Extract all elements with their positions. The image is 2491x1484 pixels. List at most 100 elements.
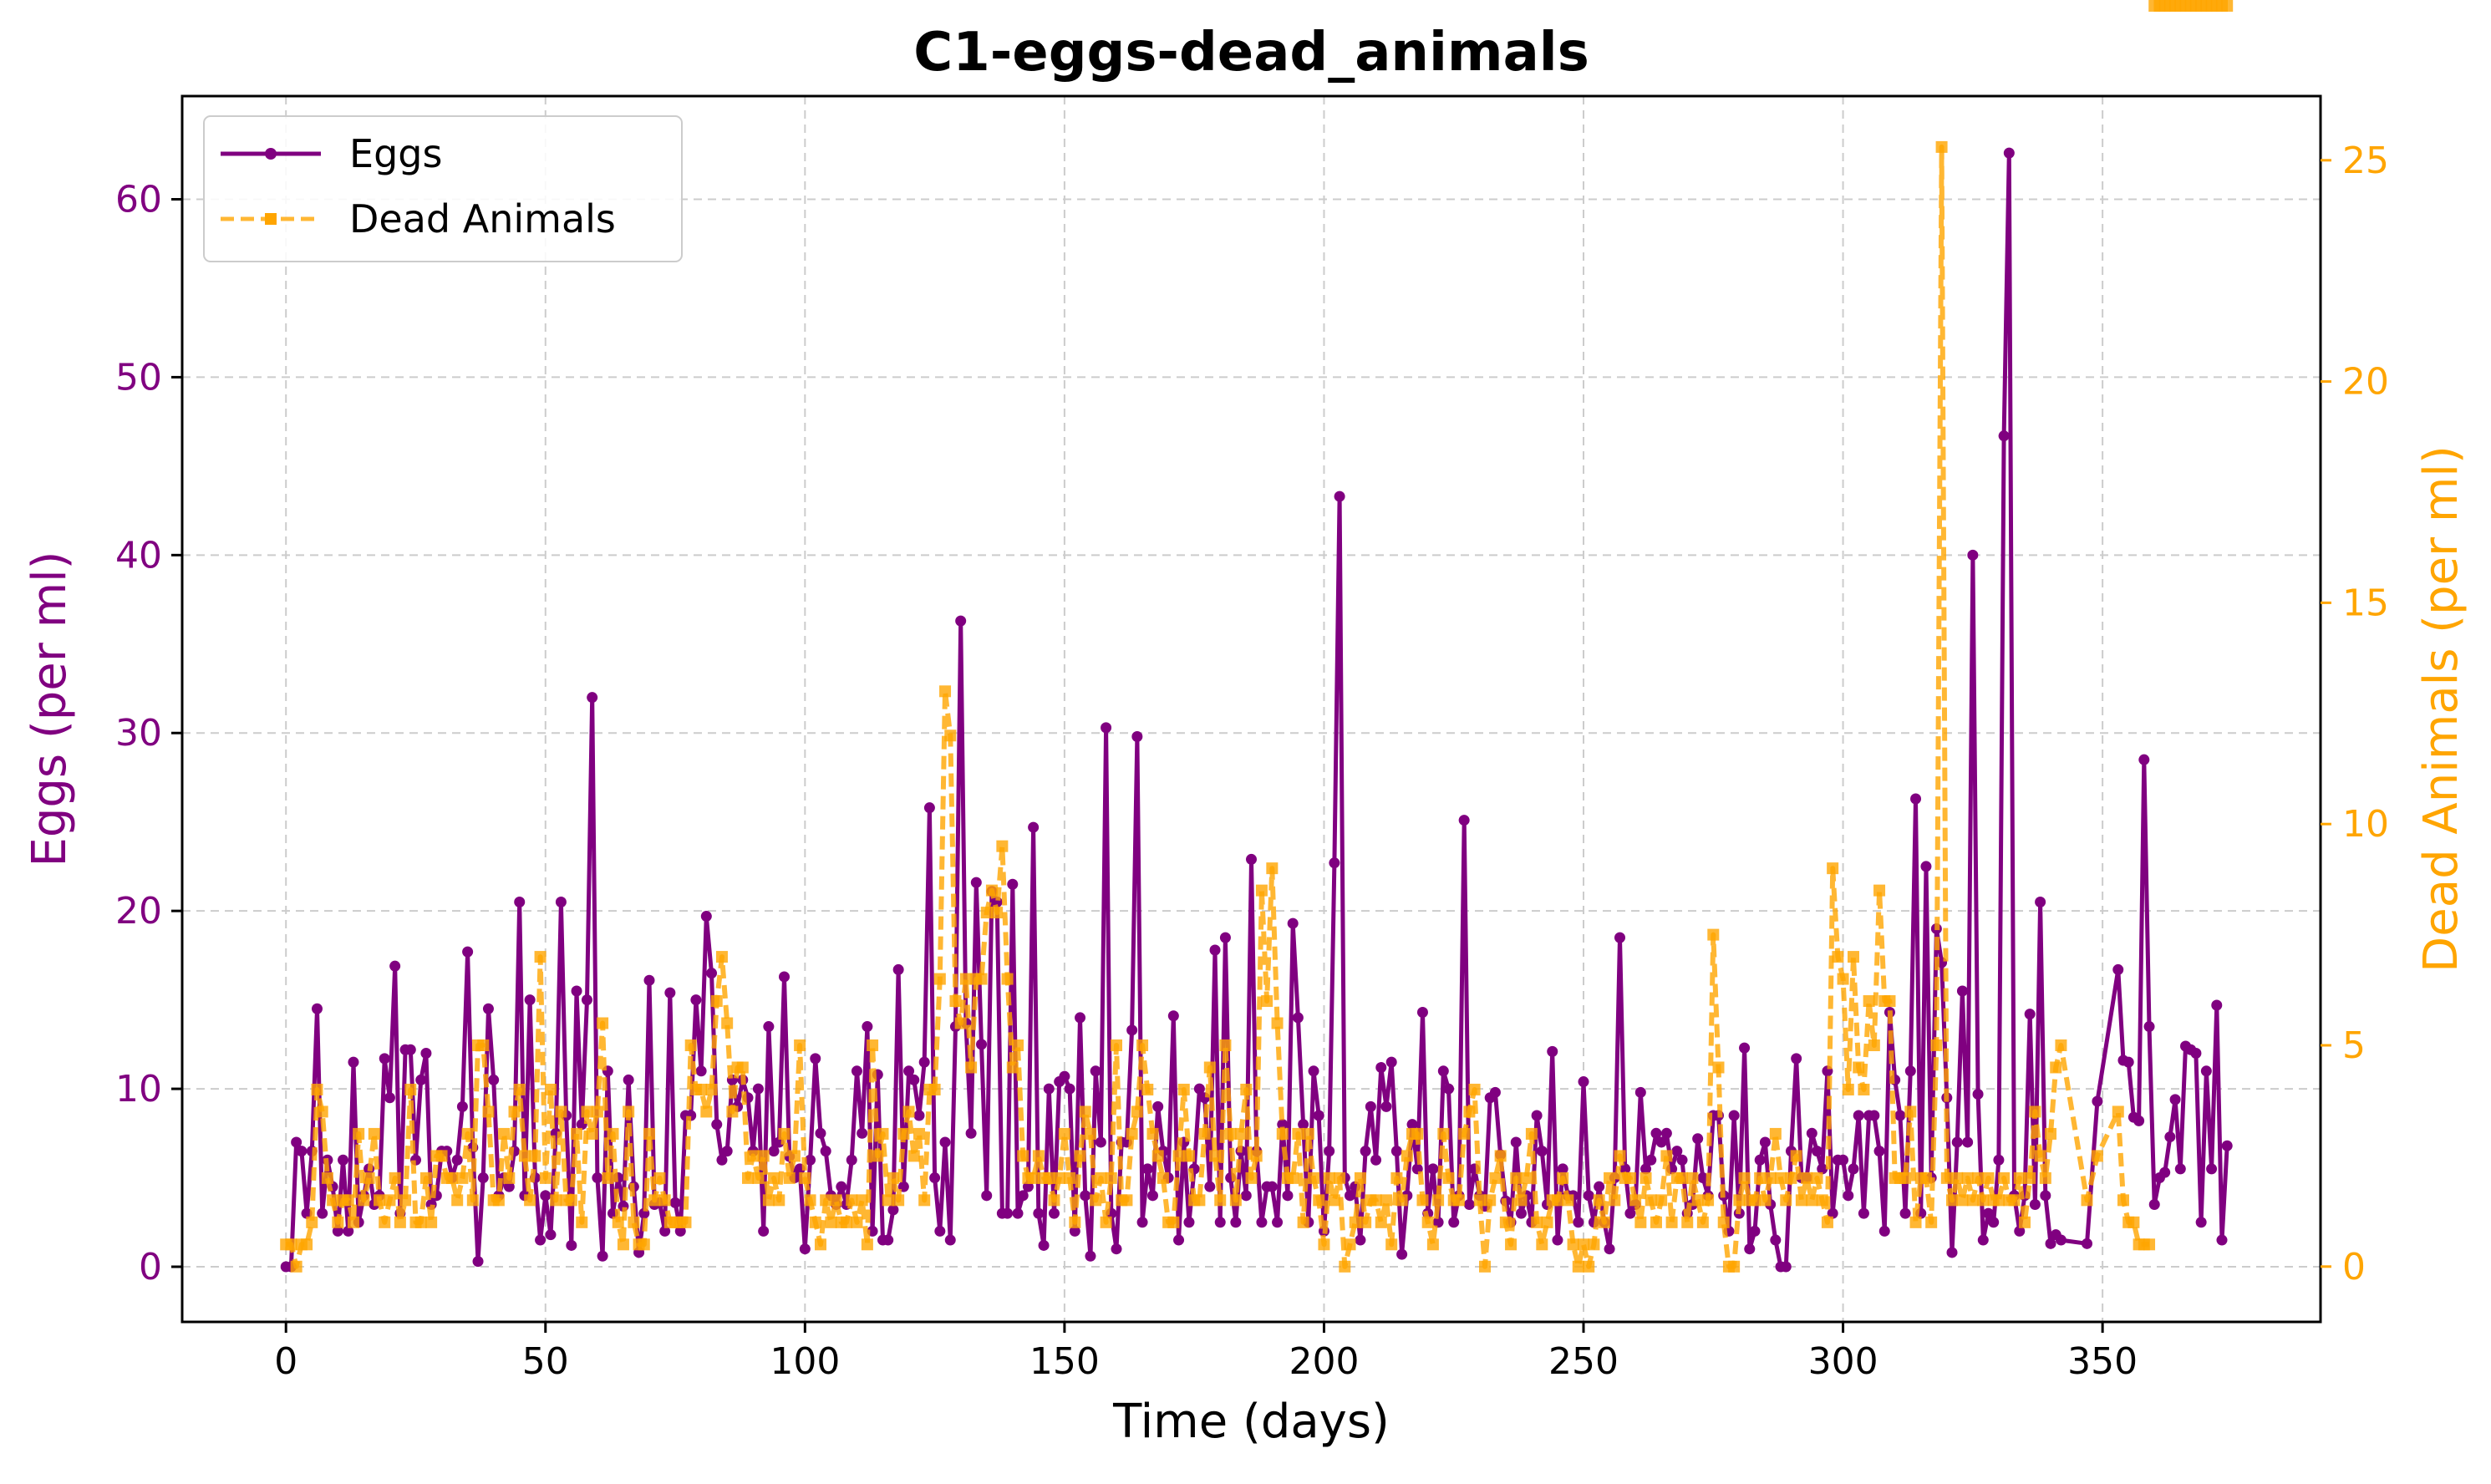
dead-animals-point [1665, 1216, 1678, 1228]
eggs-point [348, 1056, 359, 1068]
eggs-point [2035, 897, 2046, 908]
dead-animals-point [1266, 862, 1279, 875]
eggs-point [862, 1021, 873, 1033]
eggs-point [981, 1190, 993, 1202]
dead-animals-point [1370, 1194, 1382, 1207]
eggs-point [1329, 857, 1340, 869]
eggs-point [1614, 932, 1625, 943]
dead-animals-point [892, 1194, 905, 1207]
dead-animals-point [783, 1171, 796, 1184]
dead-animals-point [705, 1083, 718, 1095]
eggs-point [2014, 1225, 2026, 1237]
eggs-point [1240, 1190, 1252, 1202]
dead-animals-point [1395, 1194, 1408, 1207]
y2-axis-title: Dead Animals (per ml) [2414, 445, 2468, 973]
eggs-point [1380, 1100, 1392, 1112]
eggs-point [1806, 1127, 1817, 1139]
dead-animals-point [2143, 1238, 2156, 1251]
dead-animals-point [913, 1127, 925, 1140]
dead-animals-point [555, 1105, 567, 1118]
axes-layer: 0 50 100 150 200 250 300 350 0 10 20 30 40 50 60 0 5 10 15… [115, 140, 2389, 1383]
dead-animals-point [544, 1083, 557, 1095]
eggs-point [1230, 1217, 1242, 1228]
eggs-point [1002, 1207, 1014, 1219]
dead-animals-point [384, 1194, 396, 1207]
eggs-point [2164, 1131, 2176, 1143]
eggs-point [1292, 1012, 1304, 1024]
dead-animals-point [933, 973, 946, 985]
y-tick-label: 0 [139, 1246, 162, 1288]
eggs-point [555, 897, 567, 908]
eggs-point [2206, 1163, 2218, 1175]
eggs-point [1152, 1100, 1164, 1112]
dead-animals-point [882, 1194, 894, 1207]
eggs-point [2045, 1238, 2056, 1249]
eggs-point [1370, 1154, 1382, 1166]
dead-animals-point [949, 995, 962, 1008]
eggs-point [1671, 1146, 1683, 1157]
y-tick-label: 10 [115, 1068, 162, 1110]
dead-animals-point [1100, 1216, 1112, 1228]
eggs-point [1728, 1110, 1740, 1121]
dead-animals-point [482, 1105, 495, 1118]
eggs-point [1894, 1110, 1906, 1121]
dead-animals-point [301, 1238, 313, 1251]
dead-animals-point [1717, 1216, 1730, 1228]
eggs-point [1028, 821, 1040, 833]
eggs-point [1910, 793, 1922, 805]
eggs-point [1770, 1234, 1782, 1246]
eggs-point [955, 615, 967, 627]
eggs-point [1355, 1234, 1366, 1246]
dead-animals-point [887, 1171, 899, 1184]
eggs-point [1437, 1065, 1449, 1077]
eggs-point [1878, 1225, 1890, 1237]
dead-animals-point [1614, 1150, 1626, 1162]
dead-animals-point [1411, 1127, 1424, 1140]
eggs-point [846, 1154, 857, 1166]
eggs-point [1634, 1086, 1646, 1098]
eggs-point [1515, 1207, 1527, 1219]
dead-animals-point [513, 1083, 526, 1095]
eggs-point [488, 1074, 500, 1085]
dead-animals-point [576, 1216, 588, 1228]
eggs-point [970, 877, 982, 888]
dead-animals-point [2045, 1127, 2057, 1140]
dead-animals-point [1499, 1216, 1512, 1228]
eggs-point [1780, 1261, 1792, 1273]
dead-animals-point [1297, 1216, 1309, 1228]
dead-animals-point [419, 1171, 432, 1184]
dead-animals-point [1090, 1194, 1102, 1207]
eggs-point [1246, 853, 1257, 865]
eggs-point [1287, 917, 1299, 929]
eggs-point [2174, 1163, 2186, 1175]
eggs-point [810, 1053, 821, 1065]
dead-animals-point [1769, 1127, 1782, 1140]
dead-animals-point [1853, 1061, 1865, 1074]
eggs-point [2211, 999, 2223, 1011]
dead-animals-point [778, 1127, 791, 1140]
eggs-point [1313, 1110, 1324, 1121]
dead-animals-point [451, 1194, 464, 1207]
dead-animals-point [1520, 1171, 1533, 1184]
dead-animals-point [1593, 1194, 1605, 1207]
eggs-point [2122, 1056, 2134, 1068]
eggs-point [908, 1074, 920, 1085]
dead-animals-point [1069, 1216, 1081, 1228]
eggs-point [1956, 985, 1968, 997]
dead-animals-point [1639, 1171, 1652, 1184]
eggs-point [1038, 1239, 1050, 1251]
dead-animals-point [715, 951, 728, 963]
dead-animals-point [1842, 1083, 1854, 1095]
dead-animals-point [1084, 1127, 1096, 1140]
dead-animals-point [1177, 1083, 1190, 1095]
dead-animals-point [628, 1216, 640, 1228]
eggs-point [1126, 1024, 1138, 1036]
eggs-point [1962, 1136, 1974, 1148]
dead-animals-point [799, 1171, 811, 1184]
dead-animals-point [2221, 0, 2234, 12]
dead-animals-point [1775, 1171, 1787, 1184]
dead-animals-point [2029, 1105, 2041, 1118]
dead-animals-point [1578, 1238, 1590, 1251]
dead-animals-point [752, 1171, 765, 1184]
dead-animals-point [1536, 1238, 1548, 1251]
